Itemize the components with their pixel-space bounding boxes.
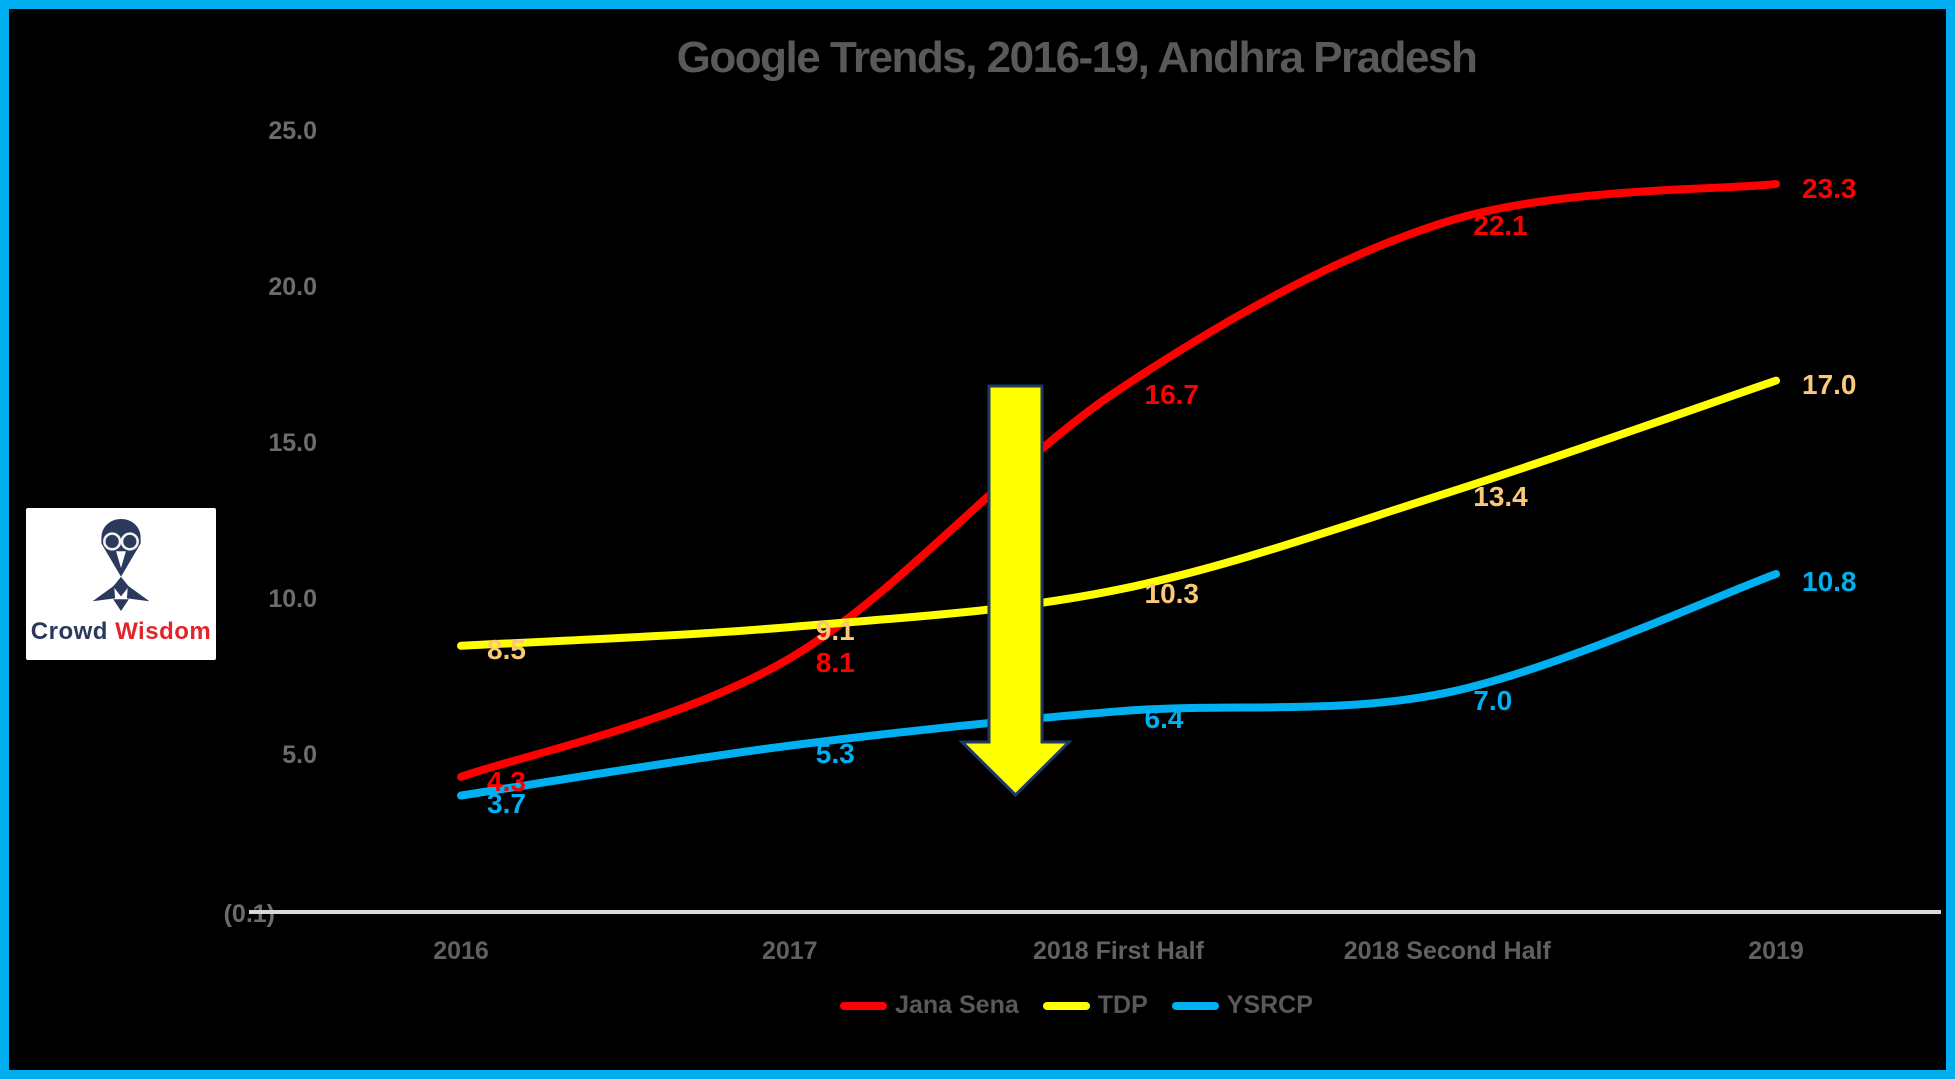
logo-text-wisdom: Wisdom xyxy=(115,618,212,645)
x-axis-label: 2018 First Half xyxy=(1033,937,1204,965)
y-tick-label: 15.0 xyxy=(268,429,317,457)
legend-label-jana-sena: Jana Sena xyxy=(895,991,1019,1019)
x-axis-label: 2016 xyxy=(433,937,489,965)
x-axis-label: 2019 xyxy=(1748,937,1804,965)
y-tick-label: (0.1) xyxy=(223,900,275,929)
down-arrow-annotation xyxy=(958,384,1073,798)
data-label-jana-sena: 4.3 xyxy=(487,765,526,797)
legend-item-jana-sena: Jana Sena xyxy=(840,991,1019,1020)
legend-label-ysrcp: YSRCP xyxy=(1226,991,1313,1019)
y-tick-label: 5.0 xyxy=(282,741,317,769)
logo-text-crowd: Crowd xyxy=(30,618,108,645)
data-label-ysrcp: 3.7 xyxy=(487,787,526,819)
crowd-wisdom-logo: Crowd Wisdom xyxy=(26,508,216,660)
data-label-ysrcp: 7.0 xyxy=(1473,684,1513,716)
data-label-jana-sena: 23.3 xyxy=(1802,173,1857,205)
data-label-jana-sena: 22.1 xyxy=(1473,210,1528,242)
line-ysrcp xyxy=(457,570,1780,800)
x-axis-label: 2017 xyxy=(761,937,818,965)
data-label-ysrcp: 5.3 xyxy=(815,737,855,769)
data-label-tdp: 10.3 xyxy=(1144,577,1200,609)
data-label-tdp: 9.1 xyxy=(815,615,855,647)
y-tick-label: 10.0 xyxy=(268,585,317,613)
line-plot xyxy=(457,180,1780,800)
data-label-ysrcp: 6.4 xyxy=(1144,703,1184,735)
legend-swatch-jana-sena xyxy=(840,1001,888,1010)
logo-text: Crowd Wisdom xyxy=(31,618,211,646)
legend-item-ysrcp: YSRCP xyxy=(1171,991,1313,1020)
line-tdp xyxy=(457,376,1780,650)
x-axis-label: 2018 Second Half xyxy=(1343,937,1551,965)
legend-swatch-tdp xyxy=(1042,1001,1090,1010)
line-jana-sena xyxy=(457,180,1780,781)
data-label-tdp: 13.4 xyxy=(1473,480,1528,512)
legend-item-tdp: TDP xyxy=(1042,991,1148,1020)
data-label-jana-sena: 16.7 xyxy=(1144,378,1200,410)
y-tick-label: 25.0 xyxy=(268,117,317,145)
legend-swatch-ysrcp xyxy=(1171,1001,1219,1010)
y-tick-label: 20.0 xyxy=(268,273,317,301)
legend: Jana Sena TDP YSRCP xyxy=(239,991,1914,1020)
x-axis-line xyxy=(249,910,1941,914)
data-label-ysrcp: 10.8 xyxy=(1802,566,1857,598)
legend-label-tdp: TDP xyxy=(1097,991,1148,1019)
chart-title: Google Trends, 2016-19, Andhra Pradesh xyxy=(676,33,1478,82)
data-label-tdp: 17.0 xyxy=(1802,368,1857,400)
owl-icon xyxy=(92,518,150,612)
data-label-tdp: 8.5 xyxy=(487,633,526,665)
data-label-jana-sena: 8.1 xyxy=(815,647,855,679)
